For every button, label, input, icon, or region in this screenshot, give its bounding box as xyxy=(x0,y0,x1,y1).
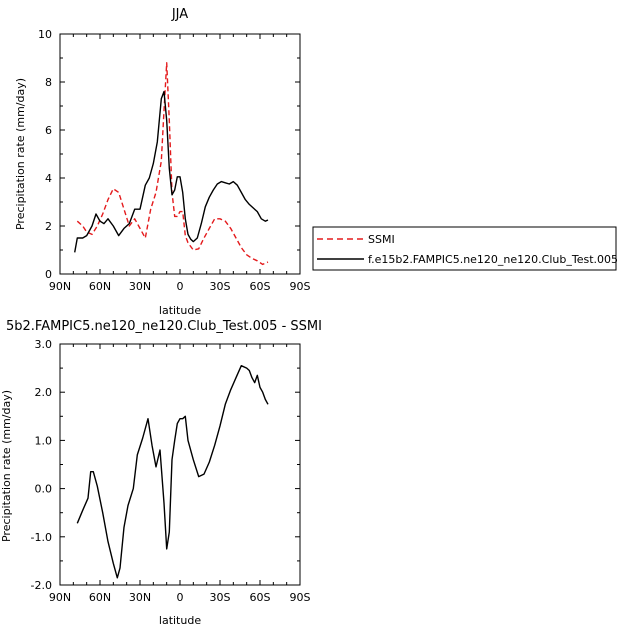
top-y-tick-label: 10 xyxy=(38,28,52,41)
top-x-tick-label: 90S xyxy=(290,280,311,293)
bottom-y-tick-label: 3.0 xyxy=(35,338,53,351)
top-panel: JJA Precipitation rate (mm/day) latitude… xyxy=(14,7,311,317)
top-y-tick-label: 0 xyxy=(45,268,52,281)
bottom-y-tick-label: 0.0 xyxy=(35,483,53,496)
top-chart-title: JJA xyxy=(171,7,188,22)
bottom-plot-frame xyxy=(59,343,301,586)
top-y-tick-label: 2 xyxy=(45,220,52,233)
top-series-line-0 xyxy=(76,62,269,266)
bottom-x-tick-label: 30S xyxy=(210,591,231,604)
top-plot-frame xyxy=(59,33,301,275)
bottom-x-tick-label: 60N xyxy=(89,591,111,604)
bottom-y-tick-label: 2.0 xyxy=(35,386,53,399)
bottom-x-axis-label: latitude xyxy=(159,614,201,627)
legend-label-ssmi: SSMI xyxy=(368,233,395,246)
bottom-y-tick-label: -2.0 xyxy=(31,579,52,592)
top-series-line-1 xyxy=(74,90,269,253)
bottom-y-axis-label: Precipitation rate (mm/day) xyxy=(0,390,13,542)
bottom-x-tick-label: 0 xyxy=(177,591,184,604)
top-x-tick-label: 0 xyxy=(177,280,184,293)
bottom-y-tick-label: 1.0 xyxy=(35,434,53,447)
top-x-tick-label: 60N xyxy=(89,280,111,293)
top-x-tick-label: 90N xyxy=(49,280,71,293)
bottom-panel: 5b2.FAMPIC5.ne120_ne120.Club_Test.005 - … xyxy=(0,319,322,627)
bottom-y-tick-label: -1.0 xyxy=(31,531,52,544)
top-y-tick-label: 4 xyxy=(45,172,52,185)
bottom-x-tick-label: 30N xyxy=(129,591,151,604)
legend: SSMI f.e15b2.FAMPIC5.ne120_ne120.Club_Te… xyxy=(312,226,618,271)
legend-label-model: f.e15b2.FAMPIC5.ne120_ne120.Club_Test.00… xyxy=(368,253,618,266)
top-y-tick-label: 6 xyxy=(45,124,52,137)
bottom-x-tick-label: 90S xyxy=(290,591,311,604)
bottom-chart-title: 5b2.FAMPIC5.ne120_ne120.Club_Test.005 - … xyxy=(6,319,322,334)
top-x-tick-label: 30N xyxy=(129,280,151,293)
top-x-tick-label: 30S xyxy=(210,280,231,293)
top-y-axis-label: Precipitation rate (mm/day) xyxy=(14,78,27,230)
top-x-tick-label: 60S xyxy=(250,280,271,293)
bottom-series-line-0 xyxy=(76,365,269,579)
top-x-axis-label: latitude xyxy=(159,304,201,317)
bottom-x-tick-label: 60S xyxy=(250,591,271,604)
top-y-tick-label: 8 xyxy=(45,76,52,89)
legend-box xyxy=(312,226,617,271)
bottom-x-tick-label: 90N xyxy=(49,591,71,604)
